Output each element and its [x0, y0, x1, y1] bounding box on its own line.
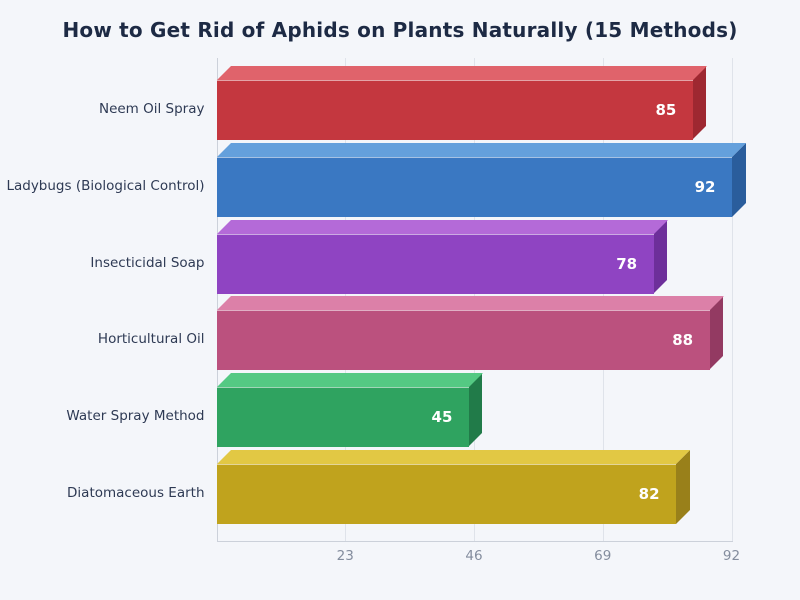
- bar-value-label: 78: [616, 254, 638, 273]
- bar-value-label: 85: [655, 101, 677, 119]
- x-axis-line: [216, 541, 733, 542]
- category-label: Water Spray Method: [66, 408, 205, 425]
- chart-title: How to Get Rid of Aphids on Plants Natur…: [62, 18, 738, 42]
- bar-value-label: 92: [694, 177, 716, 196]
- x-gridline: [731, 58, 733, 541]
- category-label: Horticultural Oil: [97, 331, 205, 348]
- bar-pink-88[interactable]: [217, 310, 710, 371]
- category-label: Neem Oil Spray: [98, 101, 205, 117]
- x-tick-label: 92: [722, 548, 741, 564]
- y-axis-line: [216, 58, 218, 541]
- category-label: Insecticidal Soap: [90, 254, 205, 271]
- bar-top-face-yellow: [217, 450, 691, 464]
- category-label: Ladybugs (Biological Control): [6, 177, 205, 194]
- category-label: Diatomaceous Earth: [67, 485, 205, 501]
- bar-top-face-blue: [217, 142, 746, 157]
- x-tick-label: 69: [594, 548, 612, 564]
- bar-red-85[interactable]: [217, 80, 693, 140]
- bar-yellow-82[interactable]: [217, 464, 677, 524]
- bar-purple-78[interactable]: [217, 233, 654, 294]
- bar-green-45[interactable]: [217, 387, 469, 448]
- bar-value-label: 82: [638, 485, 660, 503]
- x-tick-label: 23: [336, 548, 354, 564]
- bar-top-face-red: [217, 66, 707, 80]
- bar-blue-92[interactable]: [217, 156, 732, 217]
- bar-value-label: 88: [672, 331, 694, 350]
- bar-top-face-purple: [217, 219, 668, 234]
- bar-top-face-pink: [217, 296, 724, 311]
- bar-top-face-green: [217, 373, 483, 388]
- bar-value-label: 45: [431, 408, 453, 427]
- x-tick-label: 46: [465, 548, 483, 564]
